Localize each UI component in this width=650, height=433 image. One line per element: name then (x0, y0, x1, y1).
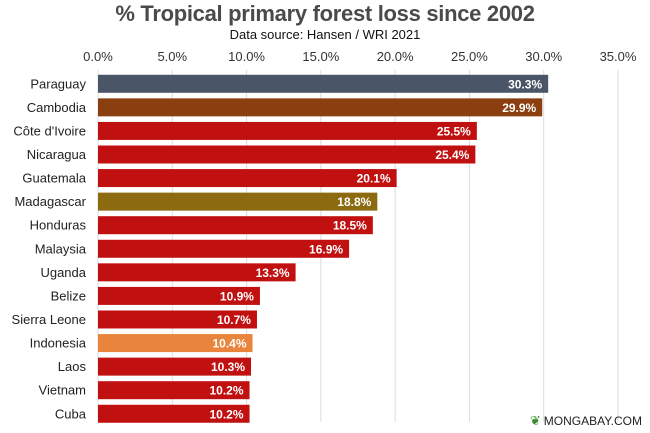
category-label: Malaysia (35, 241, 87, 256)
value-label: 10.3% (211, 360, 245, 374)
category-label: Belize (51, 288, 86, 303)
bar (98, 216, 373, 235)
category-label: Sierra Leone (12, 312, 86, 327)
value-label: 10.2% (210, 407, 244, 421)
value-label: 30.3% (508, 77, 542, 91)
x-tick-label: 35.0% (600, 49, 637, 64)
value-label: 25.4% (435, 148, 469, 162)
category-labels: Paraguay Cambodia Côte d'Ivoire Nicaragua Gu… (12, 76, 87, 421)
x-tick-label: 10.0% (228, 49, 265, 64)
value-label: 16.9% (309, 242, 343, 256)
bar (98, 239, 350, 258)
category-label: Nicaragua (27, 147, 87, 162)
x-tick-label: 30.0% (525, 49, 562, 64)
value-label: 10.9% (220, 289, 254, 303)
value-label: 13.3% (256, 266, 290, 280)
value-label: 25.5% (437, 124, 471, 138)
value-label: 18.8% (337, 195, 371, 209)
watermark-text: MONGABAY.COM (543, 414, 642, 428)
category-label: Cuba (55, 406, 87, 421)
bars (98, 74, 549, 423)
x-tick-label: 25.0% (451, 49, 488, 64)
value-label: 20.1% (357, 172, 391, 186)
x-tick-label: 15.0% (302, 49, 339, 64)
bar (98, 381, 250, 400)
category-label: Laos (58, 359, 87, 374)
bar (98, 310, 257, 329)
category-label: Guatemala (22, 171, 86, 186)
category-label: Indonesia (30, 336, 87, 351)
x-axis-ticks: 0.0% 5.0% 10.0% 15.0% 20.0% 25.0% 30.0% 35.0% (83, 49, 637, 64)
bar (98, 192, 378, 211)
value-label: 18.5% (333, 219, 367, 233)
bar (98, 74, 549, 93)
chart-subtitle: Data source: Hansen / WRI 2021 (229, 27, 421, 42)
category-label: Cambodia (27, 100, 87, 115)
bar (98, 121, 477, 140)
watermark: ❦ MONGABAY.COM (530, 413, 642, 429)
x-tick-label: 0.0% (83, 49, 113, 64)
category-label: Honduras (30, 218, 87, 233)
bar (98, 334, 253, 353)
category-label: Côte d'Ivoire (13, 123, 86, 138)
bar (98, 404, 250, 423)
bar (98, 263, 296, 282)
leaf-icon: ❦ (529, 413, 541, 428)
value-label: 10.2% (210, 384, 244, 398)
category-label: Uganda (40, 265, 86, 280)
chart-title: % Tropical primary forest loss since 200… (115, 1, 535, 26)
bar (98, 357, 252, 376)
value-label: 10.7% (217, 313, 251, 327)
value-labels: 30.3% 29.9% 25.5% 25.4% 20.1% 18.8% 18.5% 16.9%… (210, 77, 543, 421)
bar (98, 286, 260, 305)
x-tick-label: 5.0% (157, 49, 187, 64)
x-tick-label: 20.0% (377, 49, 414, 64)
category-label: Vietnam (39, 383, 86, 398)
value-label: 29.9% (502, 101, 536, 115)
bar (98, 145, 476, 164)
value-label: 10.4% (212, 337, 246, 351)
category-label: Madagascar (14, 194, 86, 209)
category-label: Paraguay (30, 76, 86, 91)
bar (98, 98, 543, 117)
bar (98, 169, 397, 188)
